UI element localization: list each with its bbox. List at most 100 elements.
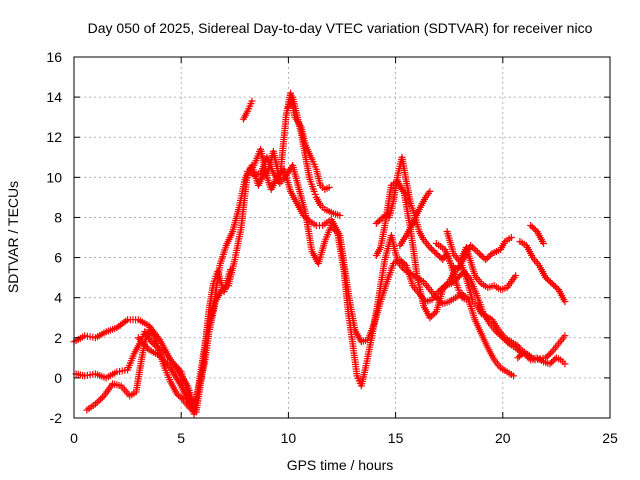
data-point [561,298,569,306]
data-trail [492,283,502,292]
data-point [542,274,550,282]
data-trail [94,329,108,341]
tick-labels: 0 5 10 15 20 25 -2 0 2 4 6 8 10 12 14 16 [46,49,618,446]
data-trail [352,328,364,344]
x-tick-label: 0 [70,430,78,446]
data-trail [442,248,454,267]
data-trail [536,264,549,280]
data-trail [205,282,217,311]
data-trail [490,247,502,256]
data-trail [498,240,508,251]
data-point [325,183,333,191]
data-trail [403,222,416,237]
data-trail [454,291,464,300]
data-trail [433,288,446,313]
data-trail [414,274,427,307]
data-trail [451,252,462,264]
data-point [510,372,518,380]
data-point [475,250,483,258]
data-trail [179,374,190,388]
data-trail [115,317,130,330]
data-point [462,296,470,304]
data-trail [240,109,251,121]
data-trail [410,284,422,296]
data-point [372,219,380,227]
data-trail [542,359,552,367]
plot-frame [73,56,611,419]
data-trail [349,342,361,378]
data-trail [373,246,383,257]
data-trail [168,380,180,396]
data-trail [416,195,428,211]
y-tick-label: 6 [54,250,62,266]
data-trail [384,262,397,283]
data-trail [381,211,391,220]
data-trail [313,168,324,187]
data-trail [111,380,123,389]
data-trail [395,260,407,272]
data-point [432,250,440,258]
data-trail [435,241,447,252]
data-point [540,240,548,248]
data-trail [101,382,115,398]
data-trail [440,280,452,292]
x-tick-label: 20 [495,430,511,446]
data-trail [94,371,108,381]
data-trail [74,370,87,379]
data-trail [276,113,290,181]
data-point [426,187,434,195]
data-point [336,211,344,219]
data-trail [410,207,422,225]
data-trail [315,240,328,265]
data-trail [133,364,144,394]
data-trail [488,322,499,334]
data-trail [472,318,484,336]
data-point [561,332,569,340]
data-trail [543,349,554,360]
data-trail [474,304,484,316]
data-series [396,187,434,250]
data-trail [397,234,409,247]
data-trail [468,243,481,256]
data-point [542,354,550,362]
data-trail [147,328,156,338]
data-trail [534,354,547,363]
data-trail [199,308,213,372]
data-series [432,234,515,274]
data-trail [136,336,151,352]
data-trail [296,188,309,215]
data-trail [302,212,316,253]
data-trail [104,325,119,335]
data-trail [489,318,501,332]
data-trail [463,246,478,277]
grid-lines [74,57,610,418]
data-trail [395,179,407,195]
data-point [385,209,393,217]
data-trail [359,337,370,345]
data-trail [428,288,439,300]
data-trail [522,349,537,362]
data-trail [550,281,561,292]
data-layer [70,89,569,418]
x-tick-label: 15 [388,430,404,446]
data-point [227,266,235,274]
data-trail [473,274,484,286]
x-tick-label: 5 [177,430,185,446]
y-tick-label: 2 [54,330,62,346]
data-trail [455,286,465,299]
data-series [527,221,548,248]
data-trail [245,100,255,113]
data-trail [499,284,509,293]
data-trail [289,164,302,191]
data-series [514,332,569,364]
data-trail [505,274,518,290]
y-axis-label: SDTVAR / TECUs [5,181,21,293]
data-trail [465,298,478,321]
data-series [443,227,520,294]
y-tick-label: 12 [46,129,62,145]
data-trail [423,189,432,199]
data-trail [505,369,515,378]
data-trail [104,369,119,381]
data-trail [374,215,385,226]
data-trail [421,238,432,249]
